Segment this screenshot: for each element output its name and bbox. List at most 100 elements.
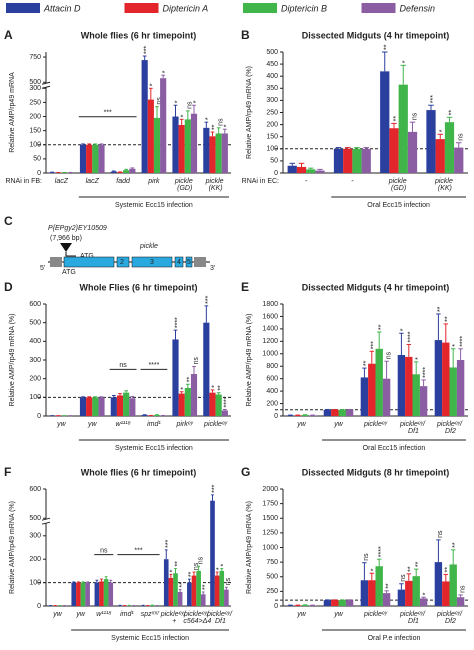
y-tick-label: 400 — [266, 388, 278, 395]
x-tick-label: pickleᵉʸ — [363, 611, 388, 618]
bar — [380, 71, 390, 173]
bar — [153, 415, 161, 416]
y-tick-label: 250 — [266, 109, 278, 116]
x-tick-label: - — [351, 178, 354, 185]
bar — [333, 148, 344, 173]
y-tick-label: 1750 — [262, 500, 278, 507]
significance: ** — [188, 571, 195, 577]
significance: * — [439, 129, 446, 132]
y-tick-label: 300 — [29, 357, 41, 364]
bar — [338, 600, 346, 606]
significance: *** — [165, 539, 172, 547]
y-tick-label: 200 — [266, 400, 278, 407]
x-axis-label: Oral P.e infection — [368, 635, 421, 642]
bar — [98, 144, 105, 173]
significance: ns — [437, 530, 444, 538]
exon-number: 2 — [120, 259, 124, 266]
x-tick-label: w¹¹¹⁸ — [96, 611, 111, 618]
panel-letter: B — [241, 28, 250, 42]
y-tick-label: 0 — [274, 170, 278, 177]
bar — [98, 397, 105, 416]
x-tick-label: fadd — [116, 178, 131, 185]
significance: ns — [156, 97, 163, 105]
significance: ** — [218, 385, 225, 391]
significance: * — [402, 60, 409, 63]
significance: ns — [411, 112, 418, 120]
bar — [294, 415, 302, 416]
y-tick-label: 500 — [266, 574, 278, 581]
bar — [338, 409, 346, 416]
x-tick-label: pickleᵉʸ — [203, 421, 228, 428]
chart: B Dissected Midguts (4 hr timepoint) Relat… — [241, 28, 468, 209]
bar — [219, 570, 225, 606]
panel-letter: F — [4, 465, 11, 479]
significance: ** — [437, 306, 444, 312]
y-tick-label: 100 — [29, 142, 41, 149]
utr — [50, 257, 62, 267]
bar — [382, 593, 391, 606]
bar — [92, 397, 99, 416]
bar — [419, 386, 428, 416]
significance: ** — [202, 584, 209, 590]
bar — [214, 575, 220, 606]
significance: **** — [174, 317, 181, 328]
group-label: RNAi in FB: — [5, 178, 42, 185]
y-tick-label: 150 — [29, 127, 41, 134]
significance: ** — [448, 110, 455, 116]
element-size: (7,966 bp) — [50, 235, 82, 242]
y-tick-label: 300 — [266, 97, 278, 104]
significance: * — [162, 70, 169, 73]
bar — [141, 415, 148, 416]
significance: ** — [174, 561, 181, 567]
bar — [412, 576, 420, 606]
bar — [442, 581, 450, 606]
significance: ** — [452, 542, 459, 548]
significance: **** — [378, 546, 385, 557]
x-tick-label: yw — [56, 421, 67, 428]
y-tick-label: 1000 — [262, 544, 278, 551]
significance: * — [181, 387, 188, 390]
bar — [209, 136, 216, 173]
bar — [79, 397, 87, 416]
bar — [405, 356, 413, 416]
x-tick-label: pickleᵉʸ/ Df1 — [399, 611, 426, 625]
y-tick-label: 150 — [266, 134, 278, 141]
x-tick-label: pickleᵉʸ/ Df1 — [206, 611, 233, 625]
bar — [345, 600, 354, 606]
bar — [110, 397, 117, 416]
bar — [76, 582, 81, 606]
significance: ns — [197, 556, 204, 564]
x-tick-label: imd¹ — [120, 611, 134, 618]
bar — [361, 148, 371, 173]
significance: * — [174, 100, 181, 103]
atg-label: ATG — [80, 253, 94, 260]
significance: **** — [459, 336, 466, 347]
bar — [123, 170, 130, 173]
significance: * — [400, 328, 407, 331]
chart: G Dissected Midguts (8 hr timepoint) Relat… — [241, 465, 468, 642]
panel-letter: A — [4, 28, 13, 42]
bracket-label: *** — [134, 547, 142, 554]
bar — [129, 398, 136, 416]
y-axis-label: Relative AMP/rp49 mRNA (%) — [246, 314, 253, 407]
bar — [116, 172, 124, 173]
atg-label: ATG — [62, 269, 76, 276]
bar — [352, 148, 362, 173]
bar — [286, 415, 295, 416]
x-tick-label: pirk — [147, 178, 160, 185]
bar — [191, 575, 197, 606]
bar — [173, 573, 178, 606]
x-tick-label: yw — [87, 421, 98, 428]
bar — [343, 148, 353, 173]
significance: * — [422, 592, 429, 595]
bar — [99, 581, 104, 606]
y-tick-label: 0 — [37, 170, 41, 177]
bracket-label: ns — [100, 547, 108, 554]
significance: ** — [445, 567, 452, 573]
x-tick-label: yw — [333, 611, 344, 618]
significance: **** — [422, 367, 429, 378]
legend-swatch — [361, 3, 396, 13]
significance: * — [371, 568, 378, 571]
axis-break — [41, 521, 51, 525]
significance: ** — [408, 566, 415, 572]
